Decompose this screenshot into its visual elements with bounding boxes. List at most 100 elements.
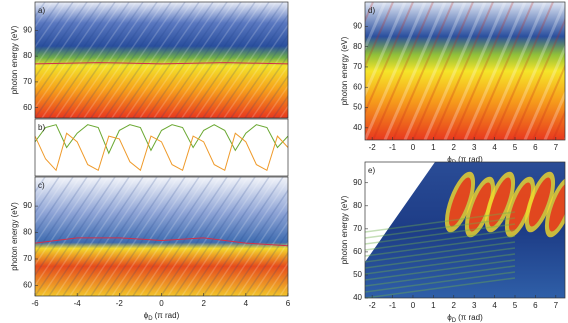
heatmap-texture (55, 2, 137, 118)
heatmap-texture (548, 182, 565, 232)
heatmap-texture (294, 177, 374, 296)
heatmap-texture (365, 217, 516, 239)
heatmap-texture (76, 2, 158, 118)
heatmap-texture (503, 2, 565, 140)
y-tick-label: 60 (353, 247, 362, 256)
y-axis-label: photon energy (eV) (340, 36, 349, 105)
panel-label: c) (38, 181, 45, 190)
heatmap-texture (111, 2, 193, 118)
heatmap-texture (223, 199, 288, 296)
heatmap-texture (423, 2, 487, 140)
y-axis-label: photon energy (eV) (10, 202, 19, 271)
heatmap-texture (83, 177, 165, 296)
x-tick-label: 2 (452, 143, 457, 152)
heatmap-texture (265, 84, 288, 118)
y-axis-label: photon energy (eV) (340, 195, 349, 264)
heatmap-texture (365, 241, 516, 263)
heatmap-texture (35, 177, 53, 204)
heatmap-texture (452, 2, 514, 140)
plot-frame (364, 1, 566, 141)
heatmap-texture (202, 177, 284, 296)
heatmap-texture (523, 44, 565, 140)
heatmap-texture (104, 2, 186, 118)
x-tick-label: -1 (389, 301, 397, 310)
x-label-unit: (π rad) (458, 155, 483, 164)
heatmap-texture (35, 177, 74, 235)
heatmap-texture (272, 94, 288, 118)
y-tick-label: 50 (353, 103, 362, 112)
x-label-symbol: ϕ (447, 313, 452, 322)
heatmap-texture (512, 17, 565, 140)
heatmap-texture (202, 2, 284, 118)
heatmap-texture (104, 177, 186, 296)
x-tick-label: 5 (513, 301, 518, 310)
heatmap-texture (55, 177, 137, 296)
x-tick-label: -2 (116, 299, 124, 308)
heatmap-texture (365, 247, 516, 269)
heatmap-texture (209, 3, 288, 118)
heatmap-texture (35, 2, 88, 79)
heatmap-texture (488, 177, 512, 227)
heatmap-texture (365, 223, 516, 245)
heatmap-texture (258, 74, 288, 118)
heatmap-texture (62, 2, 144, 118)
plot-frame (364, 161, 566, 299)
series-line (35, 237, 288, 247)
heatmap-texture (463, 2, 527, 140)
heatmap-texture (0, 177, 10, 296)
heatmap-texture (76, 177, 158, 296)
heatmap-texture (132, 2, 214, 118)
y-tick-label: 80 (23, 228, 32, 237)
x-tick-label: 1 (431, 143, 436, 152)
heatmap-texture (139, 177, 221, 296)
heatmap-texture (508, 182, 532, 232)
heatmap-texture (35, 2, 67, 49)
heatmap-texture (230, 34, 288, 118)
heatmap-texture (365, 211, 516, 233)
heatmap-texture (532, 63, 565, 140)
plot-frame (34, 118, 289, 177)
heatmap-texture (118, 2, 200, 118)
x-tick-label: 6 (533, 301, 538, 310)
x-label-subscript: D (452, 318, 457, 323)
x-tick-label: -2 (369, 143, 377, 152)
y-tick-label: 40 (353, 123, 362, 132)
heatmap-texture (365, 259, 516, 281)
heatmap-texture (35, 177, 81, 246)
heatmap-texture (146, 177, 228, 296)
heatmap-texture (153, 177, 235, 296)
heatmap-texture (365, 2, 414, 115)
heatmap-texture (35, 177, 95, 267)
heatmap-texture (48, 177, 130, 296)
x-tick-label: 0 (159, 299, 164, 308)
heatmap-texture (412, 2, 474, 140)
heatmap-texture (0, 2, 3, 118)
heatmap-texture (285, 2, 345, 140)
heatmap (35, 2, 288, 118)
heatmap-texture (35, 2, 60, 39)
x-label-subscript: D (148, 316, 153, 322)
plot-area (35, 124, 288, 172)
heatmap-texture (244, 54, 288, 118)
x-tick-label: 3 (472, 301, 477, 310)
heatmap (35, 177, 288, 296)
heatmap-texture (365, 229, 516, 251)
heatmap-texture (258, 251, 288, 296)
heatmap-texture (188, 2, 270, 118)
heatmap-texture (111, 177, 193, 296)
heatmap-texture (153, 2, 235, 118)
heatmap-texture (35, 177, 60, 215)
heatmap-texture (237, 220, 288, 296)
y-axis-label: photon energy (eV) (10, 25, 19, 94)
heatmap-texture (237, 44, 288, 118)
heatmap-texture (365, 2, 407, 98)
heatmap-texture (244, 230, 288, 296)
y-tick-label: 70 (23, 254, 32, 263)
heatmap-texture (69, 2, 151, 118)
x-tick-label: 2 (201, 299, 206, 308)
plot-area (365, 162, 565, 298)
y-tick-label: 70 (353, 62, 362, 71)
heatmap-texture (528, 177, 552, 227)
x-label-unit: (π rad) (155, 311, 180, 320)
heatmap-texture (174, 177, 256, 296)
